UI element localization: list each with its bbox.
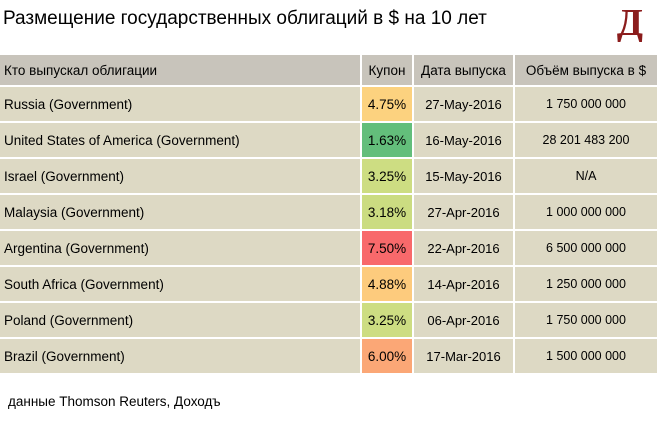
table-row: Argentina (Government) 7.50% 22-Apr-2016 6 … xyxy=(0,229,659,265)
issuer-cell: Brazil (Government) xyxy=(0,337,362,373)
issuer-cell: Russia (Government) xyxy=(0,85,362,121)
table-row: Poland (Government) 3.25% 06-Apr-2016 1 750… xyxy=(0,301,659,337)
issue-date-cell: 06-Apr-2016 xyxy=(414,301,515,337)
column-header-coupon: Купон xyxy=(362,55,414,85)
volume-cell: N/A xyxy=(515,157,659,193)
table-row: Brazil (Government) 6.00% 17-Mar-2016 1 500… xyxy=(0,337,659,373)
issue-date-cell: 27-Apr-2016 xyxy=(414,193,515,229)
logo-letter: Д xyxy=(617,2,643,42)
issuer-cell: South Africa (Government) xyxy=(0,265,362,301)
coupon-cell: 3.25% xyxy=(362,157,414,193)
volume-cell: 1 500 000 000 xyxy=(515,337,659,373)
volume-cell: 6 500 000 000 xyxy=(515,229,659,265)
bond-placements-table: Кто выпускал облигации Купон Дата выпуск… xyxy=(0,55,659,373)
volume-cell: 28 201 483 200 xyxy=(515,121,659,157)
table-row: Israel (Government) 3.25% 15-May-2016 N/A xyxy=(0,157,659,193)
issue-date-cell: 14-Apr-2016 xyxy=(414,265,515,301)
issuer-cell: United States of America (Government) xyxy=(0,121,362,157)
issue-date-cell: 27-May-2016 xyxy=(414,85,515,121)
dokhod-logo: Д xyxy=(617,2,643,42)
coupon-cell: 7.50% xyxy=(362,229,414,265)
data-source-note: данные Thomson Reuters, Доходъ xyxy=(8,394,221,409)
coupon-cell: 6.00% xyxy=(362,337,414,373)
table-header-row: Кто выпускал облигации Купон Дата выпуск… xyxy=(0,55,659,85)
issuer-cell: Israel (Government) xyxy=(0,157,362,193)
page-title: Размещение государственных облигаций в $… xyxy=(3,8,487,29)
table-row: South Africa (Government) 4.88% 14-Apr-201… xyxy=(0,265,659,301)
issue-date-cell: 17-Mar-2016 xyxy=(414,337,515,373)
coupon-cell: 1.63% xyxy=(362,121,414,157)
volume-cell: 1 750 000 000 xyxy=(515,85,659,121)
coupon-cell: 4.75% xyxy=(362,85,414,121)
column-header-issuer: Кто выпускал облигации xyxy=(0,55,362,85)
coupon-cell: 3.25% xyxy=(362,301,414,337)
table-row: United States of America (Government) 1.6… xyxy=(0,121,659,157)
issuer-cell: Poland (Government) xyxy=(0,301,362,337)
table-row: Russia (Government) 4.75% 27-May-2016 1 750… xyxy=(0,85,659,121)
issuer-cell: Argentina (Government) xyxy=(0,229,362,265)
issue-date-cell: 15-May-2016 xyxy=(414,157,515,193)
column-header-issue-date: Дата выпуска xyxy=(414,55,515,85)
volume-cell: 1 750 000 000 xyxy=(515,301,659,337)
table-row: Malaysia (Government) 3.18% 27-Apr-2016 1 0… xyxy=(0,193,659,229)
issue-date-cell: 22-Apr-2016 xyxy=(414,229,515,265)
issuer-cell: Malaysia (Government) xyxy=(0,193,362,229)
coupon-cell: 3.18% xyxy=(362,193,414,229)
issue-date-cell: 16-May-2016 xyxy=(414,121,515,157)
volume-cell: 1 000 000 000 xyxy=(515,193,659,229)
volume-cell: 1 250 000 000 xyxy=(515,265,659,301)
column-header-volume: Объём выпуска в $ xyxy=(515,55,659,85)
coupon-cell: 4.88% xyxy=(362,265,414,301)
